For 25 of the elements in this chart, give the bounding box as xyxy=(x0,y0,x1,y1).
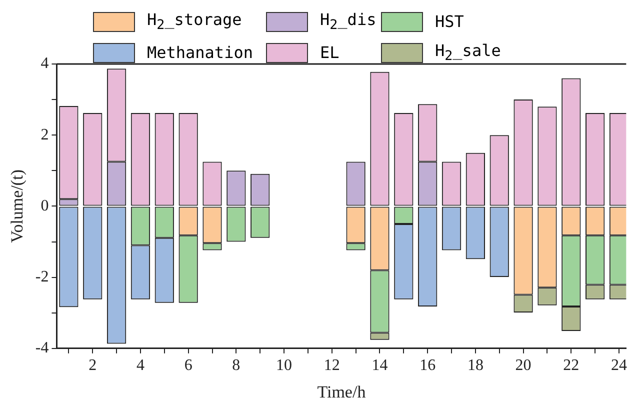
legend-label: H$_{2}$_dis xyxy=(320,10,376,34)
x-tick-label: 16 xyxy=(420,357,436,374)
x-tick-label: 22 xyxy=(563,357,580,374)
x-tick-label: 4 xyxy=(136,357,144,374)
y-tick-label: -2 xyxy=(35,268,49,286)
legend-label: Methanation xyxy=(147,43,253,62)
legend-label: HST xyxy=(435,12,464,32)
x-axis-title: Time/h xyxy=(317,382,366,402)
x-tick-label: 20 xyxy=(515,357,532,374)
legend-label: EL xyxy=(320,43,340,62)
x-tick-label: 10 xyxy=(276,357,292,374)
x-tick-label: 2 xyxy=(88,357,97,374)
y-tick-label: -4 xyxy=(35,340,49,357)
x-tick-label: 24 xyxy=(611,357,627,374)
x-tick-label: 8 xyxy=(232,357,240,374)
x-tick-label: 14 xyxy=(372,357,388,374)
y-tick-label: 0 xyxy=(40,197,49,214)
y-tick-label: 2 xyxy=(40,126,49,144)
legend-label: H$_{2}$_storage xyxy=(147,10,242,34)
x-tick-label: 18 xyxy=(467,357,484,374)
y-tick-label: 4 xyxy=(40,55,49,72)
x-tick-label: 12 xyxy=(324,357,340,374)
legend-label: H$_{2}$_sale xyxy=(435,41,501,64)
x-tick-label: 6 xyxy=(184,357,192,374)
y-axis-title: Volume/(t) xyxy=(8,170,27,243)
